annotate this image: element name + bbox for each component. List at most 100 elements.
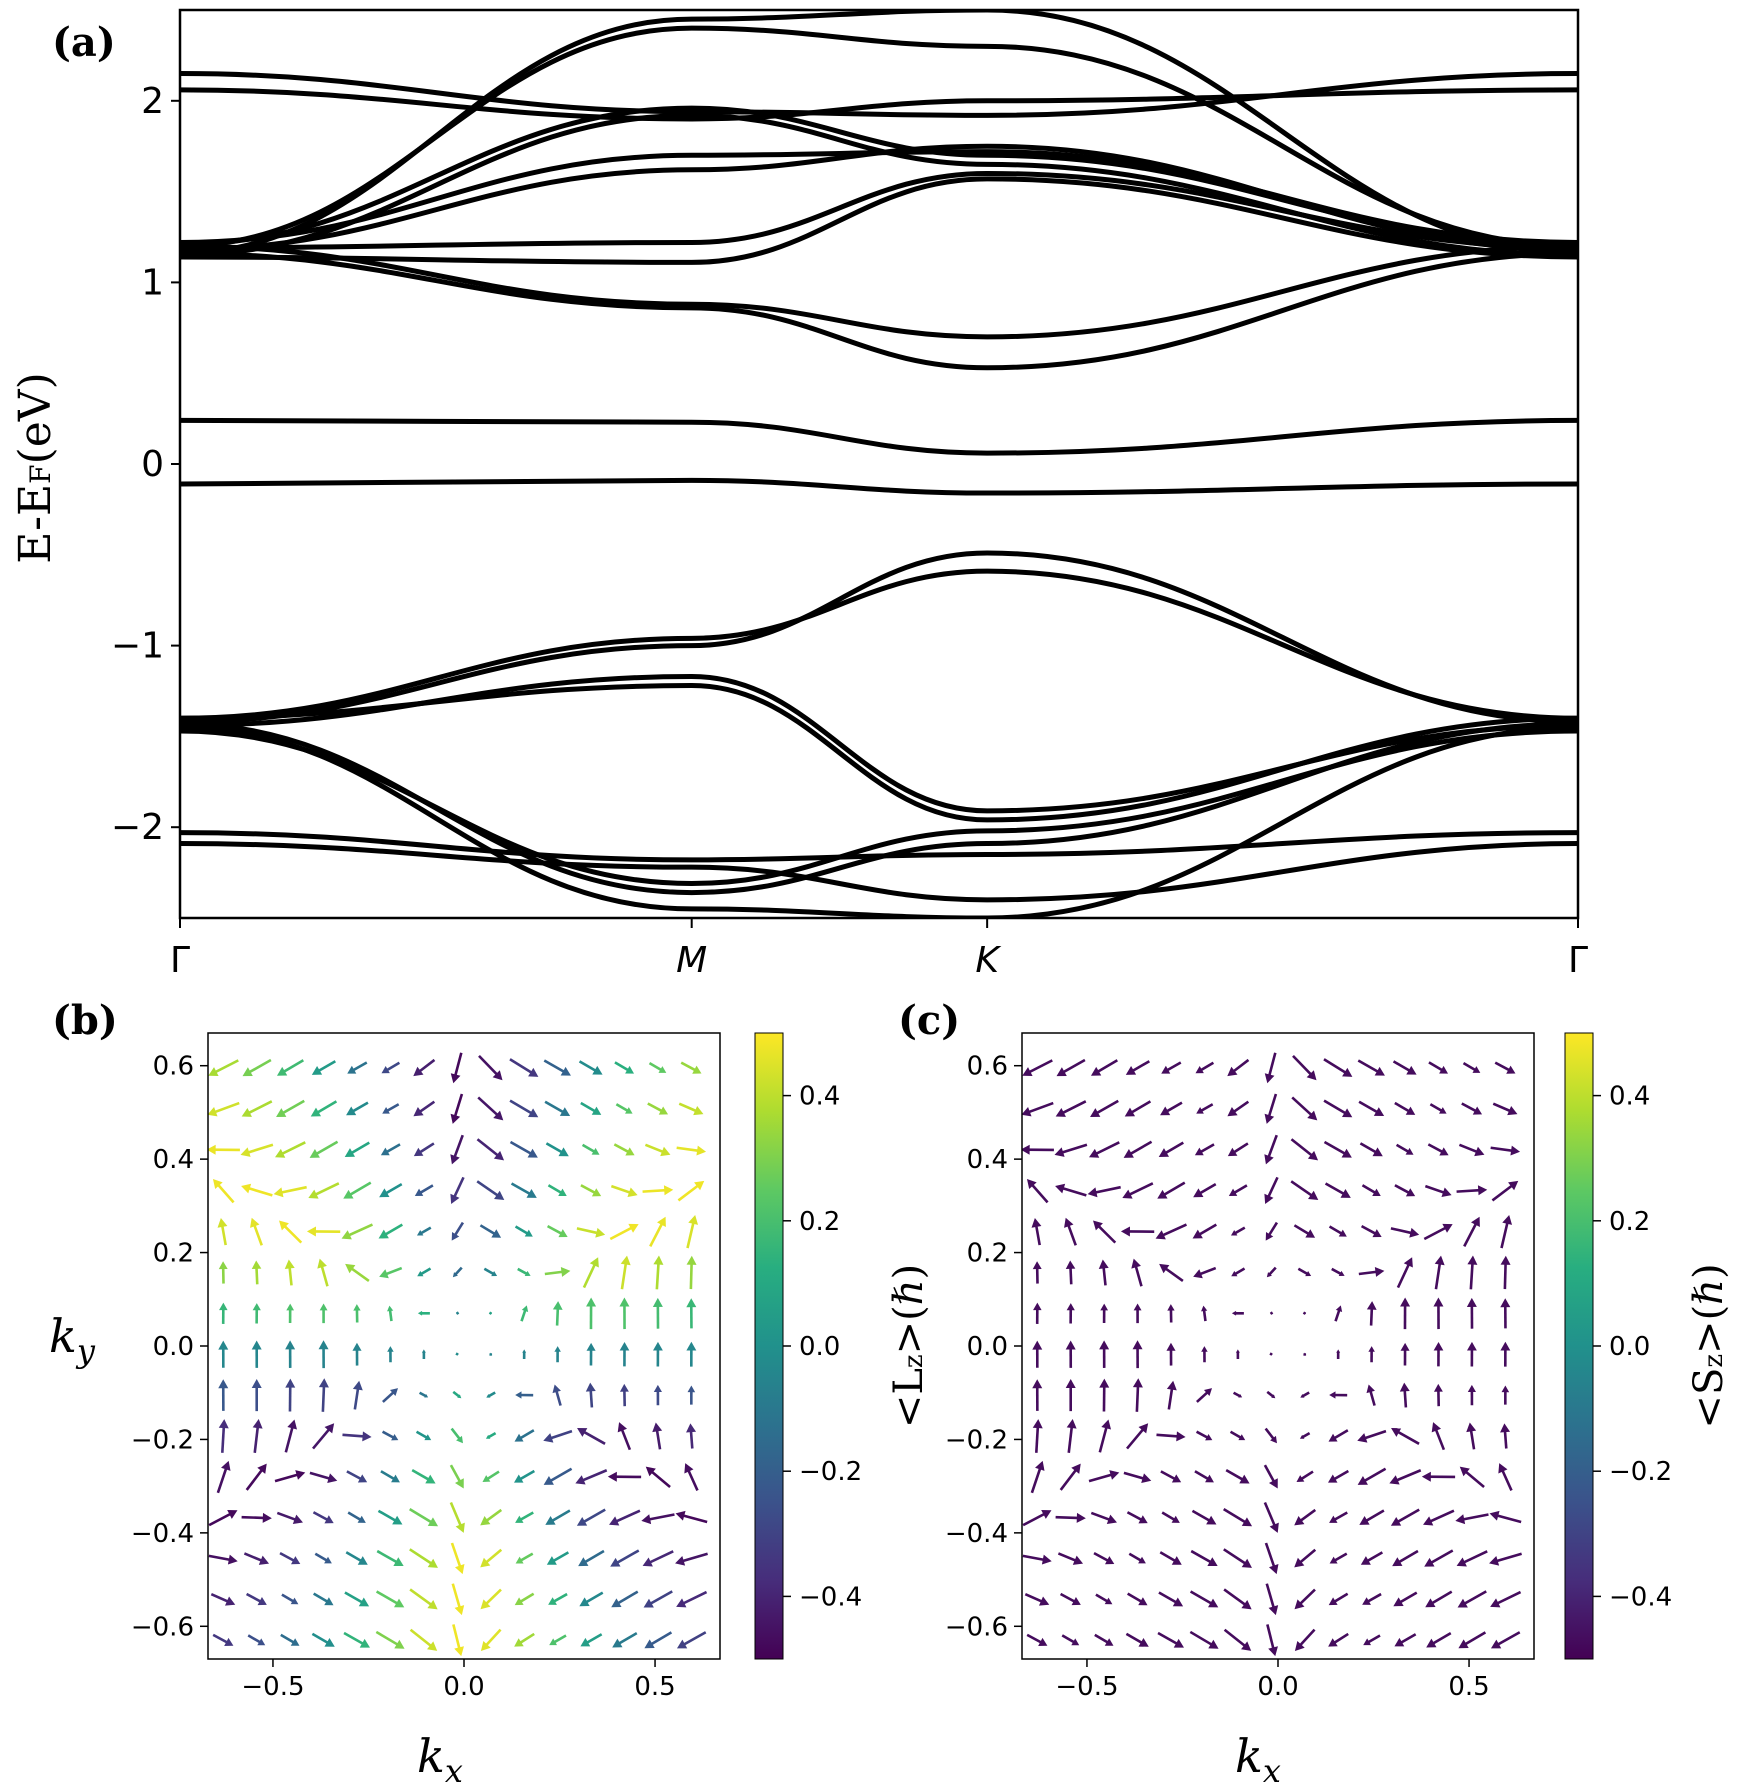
a-ytick-label: −2 <box>111 807 164 848</box>
quiver-arrow <box>1166 1380 1177 1410</box>
quiver-arrow <box>1098 1419 1112 1453</box>
quiver-arrow <box>1064 1217 1077 1246</box>
quiver-arrow <box>352 1380 363 1410</box>
quiver-arrow <box>1157 1631 1184 1648</box>
quiver-arrow <box>1128 1552 1146 1564</box>
quiver-arrow <box>417 1267 432 1277</box>
quiver-arrow <box>276 1099 305 1117</box>
panel-a-yticks: 2 1 0 −1 −2 <box>111 81 180 848</box>
quiver-arrow <box>413 1100 436 1117</box>
ctick-label: 0.4 <box>799 1082 840 1112</box>
quiver-arrow <box>1090 1511 1117 1525</box>
quiver-arrow <box>1031 1218 1042 1246</box>
quiver-arrow <box>1394 1633 1417 1647</box>
quiver-arrow <box>1120 1226 1155 1237</box>
quiver-arrow <box>1328 1592 1349 1606</box>
quiver-arrow <box>1195 1061 1215 1074</box>
quiver-arrow <box>1157 1181 1186 1199</box>
quiver-arrow <box>1231 1267 1246 1277</box>
panel-c-ticks: 0.6 0.4 0.2 0.0 −0.2 −0.4 −0.6 −0.5 0.0 0.5 <box>945 1052 1490 1702</box>
quiver-arrow <box>1194 1470 1214 1483</box>
quiver-arrow <box>1323 1099 1353 1118</box>
quiver-arrow <box>284 1259 295 1286</box>
quiver-arrow <box>312 1423 335 1450</box>
quiver-arrow <box>1500 1298 1511 1329</box>
quiver-arrow <box>617 1422 632 1451</box>
quiver-arrow <box>450 1427 463 1444</box>
quiver-arrow <box>545 1509 571 1525</box>
quiver-arrow <box>509 1099 539 1118</box>
quiver-arrow <box>217 1218 228 1246</box>
quiver-arrow <box>1292 1054 1317 1081</box>
quiver-arrow <box>514 1469 536 1483</box>
quiver-arrow <box>455 1352 459 1356</box>
quiver-arrow <box>1126 1423 1149 1450</box>
quiver-arrow <box>684 1463 699 1491</box>
quiver-arrow <box>1490 1145 1521 1156</box>
quiver-arrow <box>1056 1058 1086 1077</box>
quiver-arrow <box>1194 1143 1215 1156</box>
quiver-arrow <box>585 1382 596 1408</box>
quiver-arrow <box>1334 1305 1343 1322</box>
quiver-arrow <box>488 1311 493 1315</box>
quiver-arrow <box>1394 1184 1416 1197</box>
quiver-arrow <box>382 1388 399 1403</box>
ytick-label: −0.2 <box>131 1425 194 1455</box>
quiver-arrow <box>1329 1552 1348 1564</box>
quiver-arrow <box>1159 1551 1182 1565</box>
quiver-arrow <box>1264 1176 1279 1204</box>
quiver-arrow <box>344 1591 370 1607</box>
quiver-arrow <box>1126 1511 1148 1524</box>
quiver-arrow <box>1429 1103 1447 1114</box>
quiver-arrow <box>610 1549 640 1567</box>
quiver-arrow <box>1455 1513 1489 1525</box>
quiver-arrow <box>1458 1631 1487 1649</box>
ytick-label: −0.2 <box>945 1425 1008 1455</box>
quiver-arrow <box>1427 1143 1449 1156</box>
quiver-arrow <box>1358 1266 1385 1277</box>
quiver-arrow <box>1030 1460 1045 1494</box>
quiver-arrow <box>309 1471 338 1484</box>
quiver-arrow <box>478 1054 503 1081</box>
quiver-arrow <box>353 1304 361 1323</box>
quiver-arrow <box>514 1429 535 1442</box>
quiver-arrow <box>1426 1632 1452 1648</box>
quiver-arrow <box>409 1628 438 1651</box>
quiver-arrow <box>1190 1549 1218 1567</box>
lz-texture-arrows <box>208 1052 708 1657</box>
quiver-arrow <box>311 1632 335 1647</box>
xtick-label: 0.5 <box>1448 1672 1489 1702</box>
quiver-arrow <box>346 1470 368 1483</box>
quiver-arrow <box>381 1430 399 1441</box>
quiver-arrow <box>219 1302 228 1324</box>
ytick-label: 0.2 <box>967 1239 1008 1269</box>
quiver-arrow <box>1294 1628 1316 1651</box>
quiver-arrow <box>686 1255 697 1290</box>
quiver-arrow <box>245 1592 267 1606</box>
band-line-b16 <box>180 568 1578 721</box>
quiver-arrow <box>1424 1549 1454 1567</box>
quiver-arrow <box>1266 1266 1277 1278</box>
quiver-arrow <box>284 1419 298 1453</box>
ctick-label: −0.2 <box>799 1457 862 1487</box>
quiver-arrow <box>208 1144 240 1155</box>
quiver-arrow <box>1264 1542 1279 1575</box>
quiver-arrow <box>1066 1303 1075 1324</box>
quiver-arrow <box>610 1184 638 1197</box>
quiver-arrow <box>1423 1223 1453 1241</box>
quiver-arrow <box>274 1470 306 1483</box>
quiver-arrow <box>1456 1550 1488 1567</box>
quiver-arrow <box>648 1062 667 1073</box>
quiver-arrow <box>576 1227 606 1238</box>
quiver-arrow <box>1329 1391 1348 1399</box>
quiver-arrow <box>1158 1591 1184 1607</box>
quiver-arrow <box>1127 1592 1148 1606</box>
quiver-arrow <box>376 1549 404 1567</box>
quiver-arrow <box>1133 1303 1142 1324</box>
quiver-arrow <box>1193 1266 1217 1279</box>
quiver-arrow <box>480 1548 503 1568</box>
quiver-arrow <box>1201 1305 1208 1322</box>
a-ytick-label: 2 <box>141 81 164 122</box>
quiver-arrow <box>314 1552 332 1564</box>
quiver-arrow <box>1500 1255 1511 1290</box>
